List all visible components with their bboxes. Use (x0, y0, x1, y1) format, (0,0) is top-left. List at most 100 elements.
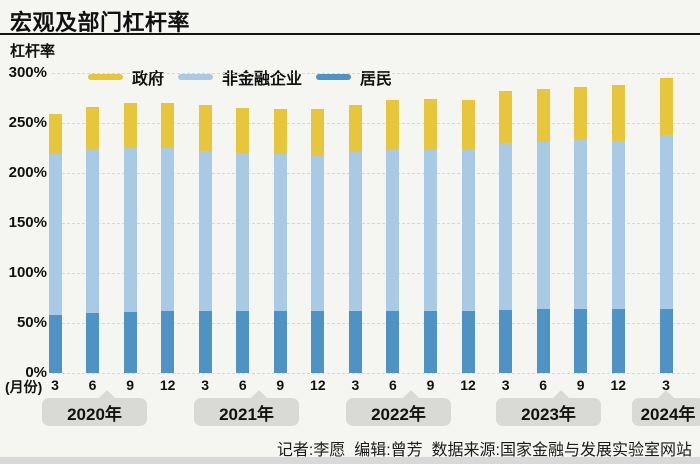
gridline-100 (52, 273, 695, 274)
bar-segment-government (236, 107, 250, 154)
x-tick-month-7: 12 (310, 377, 326, 393)
year-pill-pointer (553, 390, 569, 398)
year-label: 2021年 (219, 404, 274, 424)
bar-segment-nonfinancial (198, 150, 212, 311)
bar-10-month-9 (424, 99, 437, 373)
bar-7-month-12 (311, 109, 325, 373)
bar-segment-residents (461, 311, 475, 373)
bar-segment-residents (86, 313, 100, 373)
x-tick-month-12: 3 (501, 377, 510, 393)
bar-segment-nonfinancial (273, 154, 287, 311)
legend-label-nonfinancial: 非金融企业 (222, 71, 303, 88)
bar-segment-residents (424, 310, 437, 373)
bar-3-month-12 (161, 102, 175, 373)
legend-label-government: 政府 (132, 71, 165, 88)
year-group-2024年: 2024年 (632, 390, 700, 426)
x-tick-month-9: 6 (389, 377, 397, 393)
legend-swatch-government (88, 74, 123, 80)
legend-label-residents: 居民 (360, 71, 393, 88)
year-group-2020年: 2020年 (42, 390, 147, 426)
x-tick-month-11: 12 (460, 377, 476, 393)
y-tick-label-150: 150% (8, 214, 47, 231)
y-tick-label-250: 250% (8, 114, 47, 131)
gridline-150 (52, 223, 695, 224)
bar-segment-nonfinancial (536, 141, 550, 310)
bar-segment-nonfinancial (611, 141, 625, 310)
y-tick-label-200: 200% (8, 164, 47, 181)
y-tick-label-50: 50% (16, 314, 47, 331)
year-label: 2020年 (67, 404, 122, 424)
bar-segment-government (161, 102, 175, 149)
bar-2-month-9 (123, 102, 137, 373)
x-tick-month-6: 9 (276, 377, 285, 393)
y-axis-title: 杠杆率 (10, 43, 56, 60)
legend-swatch-nonfinancial (178, 74, 214, 80)
x-axis-unit-label: (月份) (5, 379, 43, 395)
gridline-300 (52, 73, 695, 74)
bar-segment-government (48, 113, 62, 154)
x-tick-month-10: 9 (426, 377, 435, 393)
year-label: 2023年 (521, 404, 576, 424)
bar-12-month-3 (499, 91, 513, 373)
gridline-250 (52, 123, 695, 124)
bar-16-month-3 (659, 78, 673, 373)
bar-segment-government (424, 99, 437, 150)
page-title: 宏观及部门杠杆率 (10, 10, 191, 35)
title-divider (0, 33, 700, 35)
bottom-strip (0, 457, 700, 464)
bar-segment-residents (48, 315, 62, 373)
bar-segment-nonfinancial (311, 155, 325, 311)
bar-11-month-12 (461, 99, 475, 373)
bar-4-month-3 (198, 105, 212, 373)
gridline-50 (52, 323, 695, 324)
bar-segment-residents (311, 310, 325, 373)
bar-6-month-9 (273, 108, 287, 373)
bar-segment-government (611, 85, 625, 142)
year-pill-pointer (251, 390, 267, 398)
bar-segment-nonfinancial (123, 147, 137, 312)
bar-segment-residents (499, 309, 513, 373)
bar-segment-nonfinancial (236, 153, 250, 311)
credits-line: 记者:李愿 编辑:曾芳 数据来源:国家金融与发展实验室网站 (276, 442, 692, 459)
bar-segment-nonfinancial (574, 140, 588, 310)
bar-9-month-6 (386, 99, 400, 373)
bar-segment-government (386, 99, 400, 150)
bar-5-month-6 (236, 107, 250, 373)
y-tick-label-0: 0% (25, 364, 47, 381)
bar-segment-nonfinancial (499, 142, 513, 310)
bar-segment-residents (659, 308, 673, 373)
year-group-2021年: 2021年 (194, 390, 299, 426)
bar-segment-government (311, 109, 325, 156)
legend-item-nonfinancial: 非金融企业 (178, 65, 302, 89)
bar-segment-nonfinancial (348, 151, 362, 311)
bar-segment-government (461, 99, 475, 151)
bar-segment-nonfinancial (386, 149, 400, 311)
y-tick-label-100: 100% (8, 264, 47, 281)
x-tick-month-8: 3 (351, 377, 360, 393)
bar-segment-residents (123, 311, 137, 373)
year-label: 2022年 (371, 404, 426, 424)
bar-segment-residents (348, 310, 362, 373)
y-tick-label-300: 300% (8, 64, 47, 81)
bar-segment-government (659, 78, 673, 135)
bar-segment-nonfinancial (48, 153, 62, 316)
bar-segment-residents (161, 310, 175, 373)
x-tick-month-15: 12 (610, 377, 627, 393)
bar-segment-nonfinancial (461, 150, 475, 312)
bar-segment-nonfinancial (424, 149, 437, 311)
legend-item-government: 政府 (88, 65, 164, 89)
bar-segment-residents (386, 310, 400, 373)
bar-segment-residents (611, 309, 625, 373)
chart-legend: 政府 非金融企业 居民 (88, 65, 392, 89)
legend-item-residents: 居民 (316, 65, 392, 89)
bar-segment-government (198, 105, 212, 151)
year-group-2022年: 2022年 (346, 390, 451, 426)
bar-segment-government (348, 104, 362, 152)
year-pill-pointer (403, 390, 419, 398)
bar-15-month-12 (611, 85, 625, 373)
x-tick-month-0: 3 (51, 377, 59, 393)
x-tick-month-14: 9 (576, 377, 585, 393)
bar-8-month-3 (348, 104, 362, 373)
bar-segment-government (499, 91, 513, 143)
